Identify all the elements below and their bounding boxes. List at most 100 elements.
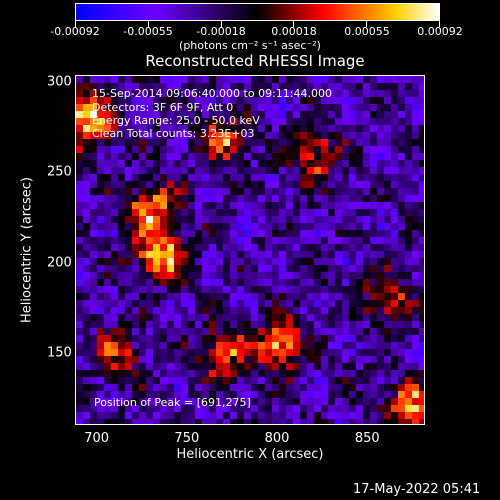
heatmap-cell (237, 209, 245, 217)
heatmap-cell (342, 104, 350, 112)
heatmap-cell (300, 167, 308, 175)
heatmap-cell (321, 300, 329, 308)
heatmap-cell (335, 237, 343, 245)
heatmap-cell (97, 279, 105, 287)
plot-area (75, 75, 425, 425)
heatmap-cell (223, 125, 231, 133)
heatmap-cell (230, 286, 238, 294)
heatmap-cell (118, 230, 126, 238)
heatmap-cell (181, 272, 189, 280)
heatmap-cell (293, 391, 301, 399)
heatmap-cell (223, 139, 231, 147)
heatmap-cell (146, 237, 154, 245)
heatmap-cell (307, 153, 315, 161)
heatmap-cell (251, 279, 259, 287)
heatmap-cell (125, 195, 133, 203)
heatmap-cell (223, 335, 231, 343)
heatmap-cell (349, 167, 357, 175)
heatmap-cell (398, 223, 406, 231)
heatmap-cell (167, 188, 175, 196)
heatmap-cell (195, 370, 203, 378)
heatmap-cell (153, 167, 161, 175)
heatmap-cell (272, 153, 280, 161)
heatmap-cell (293, 146, 301, 154)
heatmap-cell (230, 356, 238, 364)
heatmap-cell (160, 97, 168, 105)
heatmap-cell (244, 209, 252, 217)
heatmap-cell (244, 349, 252, 357)
heatmap-cell (195, 258, 203, 266)
heatmap-cell (230, 216, 238, 224)
heatmap-cell (251, 272, 259, 280)
heatmap-cell (97, 251, 105, 259)
heatmap-cell (181, 118, 189, 126)
heatmap-cell (181, 321, 189, 329)
heatmap-cell (265, 125, 273, 133)
heatmap-cell (188, 349, 196, 357)
heatmap-cell (363, 321, 371, 329)
heatmap-cell (104, 335, 112, 343)
heatmap-cell (293, 202, 301, 210)
heatmap-cell (104, 258, 112, 266)
heatmap-cell (412, 328, 420, 336)
heatmap-cell (349, 223, 357, 231)
heatmap-cell (328, 335, 336, 343)
heatmap-cell (111, 419, 119, 424)
heatmap-cell (300, 132, 308, 140)
heatmap-cell (230, 237, 238, 245)
heatmap-cell (223, 349, 231, 357)
heatmap-cell (258, 223, 266, 231)
heatmap-cell (307, 132, 315, 140)
heatmap-cell (125, 216, 133, 224)
heatmap-cell (209, 412, 217, 420)
heatmap-cell (83, 132, 91, 140)
heatmap-cell (216, 104, 224, 112)
heatmap-cell (181, 230, 189, 238)
heatmap-cell (90, 209, 98, 217)
heatmap-cell (230, 83, 238, 91)
colorbar-tick (220, 21, 222, 27)
info-line-detectors: Detectors: 3F 6F 9F, Att 0 (92, 101, 234, 114)
heatmap-cell (111, 195, 119, 203)
heatmap-cell (363, 97, 371, 105)
heatmap-cell (272, 398, 280, 406)
heatmap-cell (286, 167, 294, 175)
heatmap-cell (265, 237, 273, 245)
heatmap-cell (321, 279, 329, 287)
heatmap-cell (90, 384, 98, 392)
heatmap-cell (237, 384, 245, 392)
heatmap-cell (286, 398, 294, 406)
colorbar-tick (75, 21, 76, 27)
heatmap-cell (405, 405, 413, 413)
heatmap-cell (167, 300, 175, 308)
heatmap-cell (384, 76, 392, 84)
heatmap-cell (209, 160, 217, 168)
heatmap-cell (377, 153, 385, 161)
heatmap-cell (384, 412, 392, 420)
heatmap-cell (342, 244, 350, 252)
heatmap-cell (118, 314, 126, 322)
heatmap-cell (272, 335, 280, 343)
heatmap-cell (118, 419, 126, 424)
heatmap-cell (391, 125, 399, 133)
heatmap-cell (412, 118, 420, 126)
heatmap-cell (384, 202, 392, 210)
heatmap-cell (258, 384, 266, 392)
heatmap-cell (293, 230, 301, 238)
heatmap-cell (363, 300, 371, 308)
heatmap-cell (412, 90, 420, 98)
heatmap-cell (237, 265, 245, 273)
heatmap-cell (244, 83, 252, 91)
heatmap-cell (419, 167, 424, 175)
heatmap-cell (377, 83, 385, 91)
heatmap-cell (321, 209, 329, 217)
heatmap-cell (405, 223, 413, 231)
heatmap-cell (174, 83, 182, 91)
heatmap-cell (174, 139, 182, 147)
heatmap-cell (181, 132, 189, 140)
heatmap-cell (195, 139, 203, 147)
heatmap-cell (300, 216, 308, 224)
heatmap-cell (146, 174, 154, 182)
heatmap-cell (251, 90, 259, 98)
heatmap-cell (237, 90, 245, 98)
